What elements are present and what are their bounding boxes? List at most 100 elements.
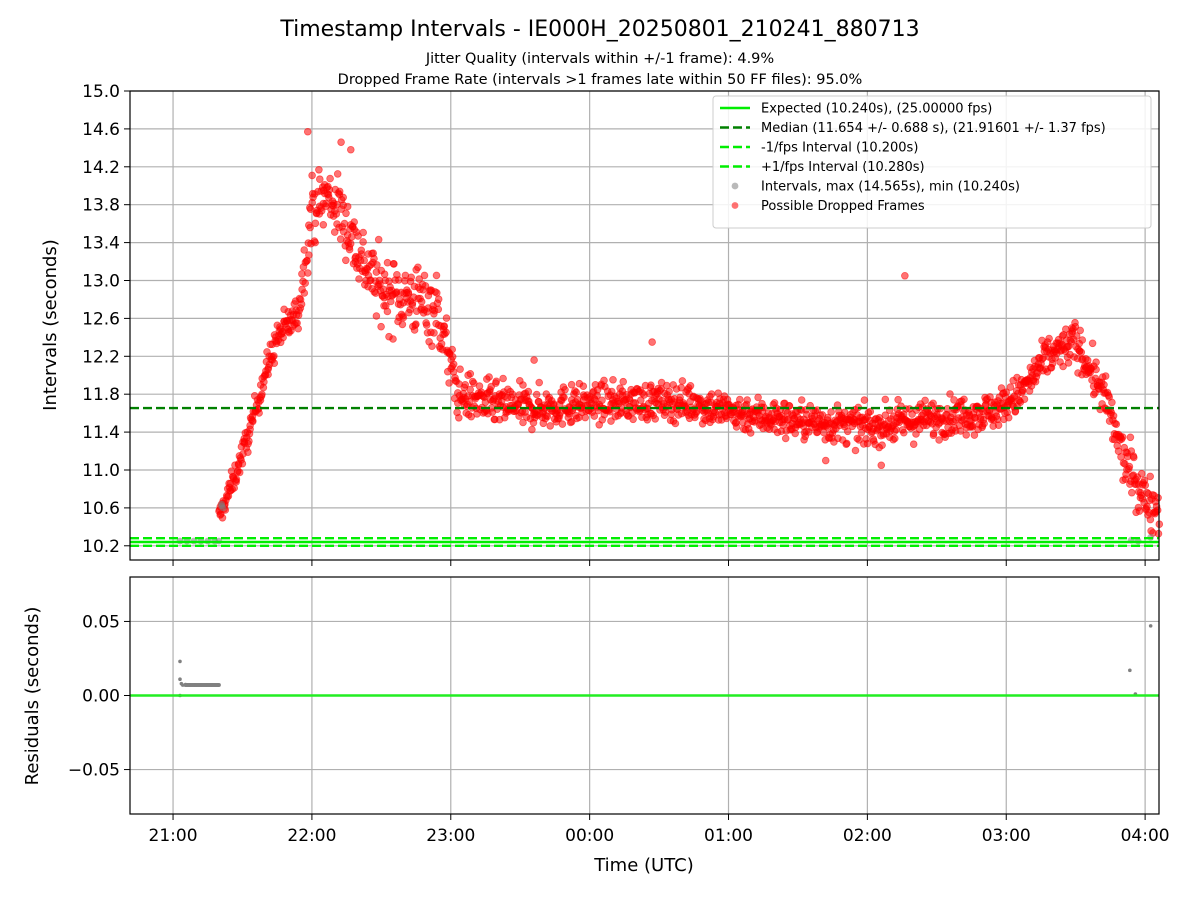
dropped-frame-point — [279, 333, 287, 342]
dropped-frame-point — [863, 439, 872, 448]
dropped-frame-point — [543, 412, 552, 421]
residuals-y-ticks: 0.05 0.00 −0.05 — [68, 612, 130, 781]
dropped-frame-point — [1020, 395, 1029, 404]
intervals-panel: 10.2 10.6 11.0 11.4 11.8 12.2 12.6 13.0 13.4 13.8… — [40, 82, 1164, 566]
residuals-x-ticks: 21:00 22:00 23:00 00:00 01:00 02:00 03:00 04:00 — [149, 814, 1170, 846]
interval-points — [176, 127, 1164, 545]
dropped-frame-point — [746, 429, 755, 437]
dropped-frame-point — [499, 374, 507, 383]
dropped-frame-point — [676, 393, 684, 402]
dropped-frame-point — [421, 282, 430, 290]
dropped-frame-point — [308, 171, 316, 180]
residuals-y-tick-label: 0.05 — [82, 612, 120, 632]
residuals-y-axis-label: Residuals (seconds) — [22, 607, 43, 786]
legend-marker — [731, 202, 739, 209]
dropped-frame-point — [270, 359, 279, 368]
dropped-frame-point — [881, 411, 890, 420]
intervals-y-tick-label: 12.6 — [82, 309, 120, 329]
dropped-frame-point — [372, 312, 381, 320]
dropped-frame-point — [678, 377, 687, 385]
x-tick-label: 00:00 — [565, 826, 614, 846]
dropped-frame-point — [301, 279, 310, 287]
dropped-frame-point — [264, 370, 272, 379]
dropped-frame-point — [1108, 398, 1116, 407]
dropped-frame-point — [535, 378, 543, 387]
dropped-frame-point — [909, 440, 918, 449]
dropped-frame-point — [732, 423, 741, 431]
legend-label: Intervals, max (14.565s), min (10.240s) — [761, 180, 1020, 195]
dropped-frame-point — [360, 256, 369, 265]
dropped-frame-point — [567, 380, 576, 389]
residual-point — [180, 683, 185, 687]
dropped-frame-point — [743, 396, 751, 404]
dropped-frame-point — [355, 275, 363, 283]
dropped-frame-point — [1130, 453, 1138, 462]
dropped-frame-point — [606, 407, 614, 416]
dropped-frame-point — [218, 513, 227, 522]
dropped-frame-point — [686, 381, 695, 390]
dropped-frame-point — [1154, 493, 1162, 502]
dropped-frame-point — [524, 387, 533, 396]
residual-points — [130, 624, 1159, 698]
legend-label: +1/fps Interval (10.280s) — [761, 160, 925, 175]
intervals-y-tick-label: 13.0 — [82, 271, 120, 291]
dropped-frame-point — [1006, 383, 1015, 391]
dropped-frame-point — [380, 270, 389, 279]
dropped-frame-point — [383, 307, 392, 316]
dropped-frame-point — [935, 436, 943, 444]
dropped-frame-point — [619, 377, 627, 386]
dropped-frame-point — [311, 238, 320, 247]
dropped-frame-point — [317, 207, 326, 215]
dropped-frame-point — [238, 459, 247, 468]
dropped-frame-point — [579, 382, 588, 391]
dropped-frame-point — [255, 409, 263, 417]
residual-point — [215, 683, 220, 687]
dropped-frame-point — [842, 439, 851, 448]
intervals-y-tick-label: 14.2 — [82, 158, 120, 178]
dropped-frame-point — [456, 365, 464, 374]
dropped-frame-point — [303, 127, 312, 136]
intervals-y-tick-label: 13.8 — [82, 196, 120, 216]
dropped-frame-point — [1125, 462, 1134, 471]
dropped-frame-point — [671, 419, 680, 428]
dropped-frame-point — [581, 413, 589, 422]
intervals-y-tick-label: 15.0 — [82, 82, 120, 102]
dropped-frame-point — [590, 412, 599, 420]
legend: Expected (10.240s), (25.00000 fps) Median… — [712, 95, 1152, 229]
dropped-frame-point — [921, 396, 929, 405]
dropped-frame-point — [651, 415, 659, 423]
residual-point — [193, 683, 198, 687]
intervals-y-tick-label: 14.6 — [82, 120, 120, 140]
intervals-y-tick-label: 13.4 — [82, 234, 120, 254]
dropped-frame-point — [821, 456, 830, 465]
dropped-frame-point — [346, 239, 355, 248]
dropped-frame-point — [960, 395, 968, 404]
dropped-frame-point — [415, 275, 424, 283]
dropped-frame-point — [333, 170, 342, 178]
dropped-frame-point — [735, 395, 744, 404]
dropped-frame-point — [389, 335, 397, 343]
dropped-frame-point — [857, 428, 866, 437]
dropped-frame-point — [1076, 326, 1084, 335]
dropped-frame-point — [851, 446, 860, 455]
dropped-frame-point — [407, 273, 416, 282]
dropped-frame-point — [1118, 433, 1127, 441]
dropped-frame-point — [492, 377, 501, 386]
dropped-frame-point — [373, 261, 381, 269]
chart-subtitle-dropped: Dropped Frame Rate (intervals >1 frames … — [338, 72, 863, 88]
dropped-frame-point — [335, 187, 344, 196]
dropped-frame-point — [546, 422, 554, 430]
dropped-frame-point — [980, 419, 988, 428]
dropped-frame-point — [332, 210, 341, 218]
dropped-frame-point — [890, 434, 899, 443]
dropped-frame-point — [1088, 339, 1097, 348]
intervals-y-tick-label: 11.0 — [82, 461, 120, 481]
dropped-frame-point — [374, 235, 383, 244]
dropped-frame-point — [303, 269, 312, 277]
dropped-frame-point — [899, 428, 908, 437]
dropped-frame-point — [1059, 362, 1067, 371]
dropped-frame-point — [878, 441, 886, 450]
dropped-frame-point — [1135, 507, 1144, 515]
dropped-frame-point — [466, 385, 475, 394]
dropped-frame-point — [449, 360, 458, 369]
